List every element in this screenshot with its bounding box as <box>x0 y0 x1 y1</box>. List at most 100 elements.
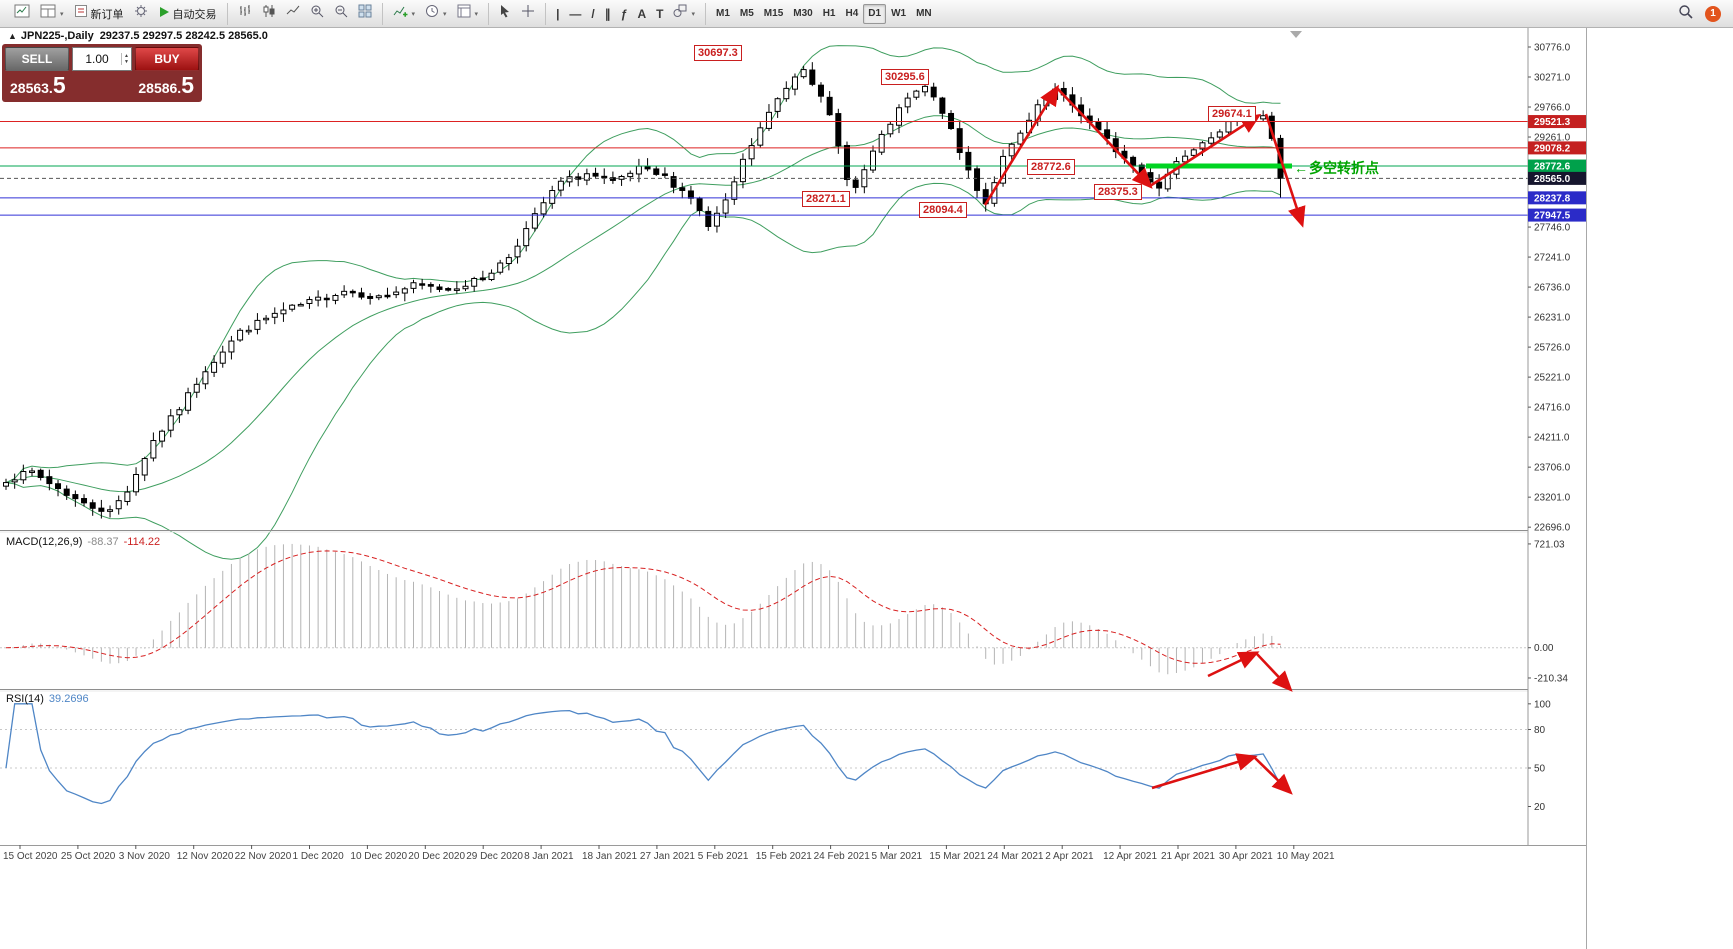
macd-label: MACD(12,26,9) -88.37 -114.22 <box>6 536 161 548</box>
candles-icon <box>262 4 276 23</box>
svg-text:29766.0: 29766.0 <box>1534 103 1571 114</box>
label-button[interactable]: T <box>651 4 668 24</box>
trend-arrow[interactable] <box>1207 651 1260 678</box>
svg-text:23201.0: 23201.0 <box>1534 493 1571 504</box>
horizontal-line-button-glyph: — <box>569 6 582 21</box>
channel-button-glyph: ∥ <box>604 6 611 21</box>
trend-arrow[interactable] <box>983 84 1060 206</box>
timeframe-m30-button[interactable]: M30 <box>788 4 817 24</box>
toolbar-group <box>489 2 547 25</box>
svg-text:3 Nov 2020: 3 Nov 2020 <box>119 851 171 862</box>
svg-text:80: 80 <box>1534 725 1546 736</box>
timeframe-h4-button[interactable]: H4 <box>841 4 864 24</box>
toolbar-groups: ▾ 新订单 自动交易 ▾ ▾ ▾ | — / ∥ ƒ A T ▾ M1 M5 M15 M30 H1 H4 D1 W1 MN <box>4 0 942 27</box>
svg-text:29 Dec 2020: 29 Dec 2020 <box>466 851 523 862</box>
autotrading-button[interactable]: 自动交易 <box>153 4 222 24</box>
metaeditor-button[interactable] <box>129 4 153 24</box>
horizontal-line-button[interactable]: — <box>564 4 586 24</box>
periods-button[interactable]: ▾ <box>420 4 452 24</box>
price-callout[interactable]: 28094.4 <box>919 202 967 218</box>
toolbar-right: 1 <box>1673 4 1729 24</box>
timeframe-d1-button[interactable]: D1 <box>863 3 887 24</box>
trade-panel-collapse-icon[interactable]: ▲ <box>8 31 17 41</box>
timeframe-w1-button-label: W1 <box>891 8 907 19</box>
price-callout[interactable]: 30295.6 <box>881 69 929 85</box>
svg-text:2 Apr 2021: 2 Apr 2021 <box>1045 851 1094 862</box>
volume-input[interactable]: 1.00 ▲ ▼ <box>72 47 132 71</box>
timeframe-m5-button-label: M5 <box>739 8 754 19</box>
indicators-button[interactable]: ▾ <box>388 4 421 24</box>
text-button[interactable]: A <box>632 4 651 24</box>
chevron-down-icon: ▾ <box>411 10 416 18</box>
crosshair-button[interactable] <box>516 4 540 24</box>
templates-button[interactable]: ▾ <box>452 4 484 24</box>
timeframe-m15-button[interactable]: M15 <box>759 4 788 24</box>
volume-stepper[interactable]: ▲ ▼ <box>121 53 131 65</box>
channel-button[interactable]: ∥ <box>600 4 616 24</box>
zoom-out-button[interactable] <box>329 4 353 24</box>
timeframe-m1-button[interactable]: M1 <box>711 4 735 24</box>
new-order-button[interactable]: 新订单 <box>69 4 129 24</box>
svg-text:0.00: 0.00 <box>1534 643 1554 654</box>
timeframe-w1-button[interactable]: W1 <box>886 4 911 24</box>
buy-button[interactable]: BUY <box>135 47 199 71</box>
price-callout[interactable]: 28271.1 <box>802 191 850 207</box>
timeframe-m5-button[interactable]: M5 <box>735 4 759 24</box>
notification-badge[interactable]: 1 <box>1705 5 1721 22</box>
chart-shift-marker[interactable] <box>1290 31 1302 38</box>
gear-icon <box>134 4 148 23</box>
trend-arrow[interactable] <box>1264 113 1306 228</box>
svg-text:15 Mar 2021: 15 Mar 2021 <box>929 851 986 862</box>
svg-text:27241.0: 27241.0 <box>1534 253 1571 264</box>
turning-point-note[interactable]: ←多空转折点 <box>1294 160 1379 176</box>
trend-arrow[interactable] <box>1253 756 1293 795</box>
trend-arrow[interactable] <box>1149 113 1262 188</box>
trendline-button[interactable]: / <box>586 4 599 24</box>
trend-arrow[interactable] <box>1056 87 1153 189</box>
fibonacci-button[interactable]: ƒ <box>616 4 633 24</box>
trend-arrow[interactable] <box>1255 652 1293 692</box>
search-button[interactable] <box>1673 4 1698 24</box>
trend-arrow[interactable] <box>1151 753 1258 790</box>
indicator-icon <box>393 4 408 23</box>
timeframe-h1-button[interactable]: H1 <box>818 4 841 24</box>
zoom-in-button[interactable] <box>305 4 329 24</box>
vertical-line-button-glyph: | <box>556 6 560 21</box>
shapes-button[interactable]: ▾ <box>668 4 700 24</box>
new-chart-button[interactable] <box>9 4 35 24</box>
vertical-line-button[interactable]: | <box>551 4 564 24</box>
line-chart-button[interactable] <box>281 4 305 24</box>
svg-text:10 Dec 2020: 10 Dec 2020 <box>350 851 407 862</box>
buy-price: 28586.5 <box>138 72 194 98</box>
svg-text:26231.0: 26231.0 <box>1534 313 1571 324</box>
timeframe-m1-button-label: M1 <box>715 8 730 19</box>
svg-text:24 Mar 2021: 24 Mar 2021 <box>987 851 1044 862</box>
sell-button[interactable]: SELL <box>5 47 69 71</box>
layout-icon <box>40 4 56 23</box>
candlestick-chart-button[interactable] <box>257 4 281 24</box>
price-callout[interactable]: 28772.6 <box>1027 159 1075 175</box>
new-order-button-label: 新订单 <box>90 8 124 21</box>
svg-text:12 Apr 2021: 12 Apr 2021 <box>1103 851 1157 862</box>
price-callout[interactable]: 28375.3 <box>1094 184 1142 200</box>
text-button-glyph: A <box>637 6 647 21</box>
toolbar-group: | — / ∥ ƒ A T ▾ <box>546 2 706 25</box>
svg-text:29521.3: 29521.3 <box>1534 117 1571 128</box>
chevron-down-icon: ▾ <box>60 10 64 18</box>
svg-text:28237.8: 28237.8 <box>1534 193 1571 204</box>
zoomout-icon <box>334 4 348 23</box>
svg-text:5 Feb 2021: 5 Feb 2021 <box>698 851 749 862</box>
zoomin-icon <box>310 4 324 23</box>
right-panel-area <box>1586 28 1733 949</box>
price-callout[interactable]: 29674.1 <box>1208 106 1256 122</box>
timeframe-mn-button[interactable]: MN <box>911 4 937 24</box>
cursor-button[interactable] <box>494 4 516 24</box>
tile-windows-button[interactable] <box>353 4 377 24</box>
crosshair-icon <box>521 4 535 23</box>
profiles-button[interactable]: ▾ <box>35 4 69 24</box>
svg-text:50: 50 <box>1534 764 1546 775</box>
bar-chart-button[interactable] <box>233 4 257 24</box>
macd-signal-line <box>5 550 1281 664</box>
svg-text:1 Dec 2020: 1 Dec 2020 <box>293 851 345 862</box>
price-callout[interactable]: 30697.3 <box>694 45 742 61</box>
